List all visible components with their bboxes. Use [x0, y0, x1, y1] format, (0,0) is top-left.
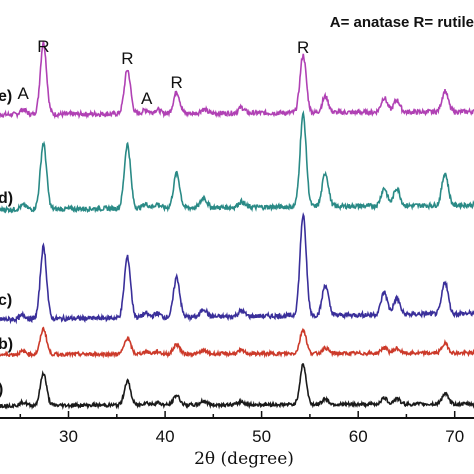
peak-label-3: R: [121, 49, 133, 68]
x-tick-label: 40: [156, 427, 175, 446]
peak-label-2: R: [37, 37, 49, 56]
trace-label-5: ): [0, 381, 3, 398]
peak-label-5: R: [171, 73, 183, 92]
peak-label-4: A: [141, 89, 153, 108]
trace-labels: e) d) c) b)): [0, 88, 13, 398]
phase-legend-note: A= anatase R= rutile: [330, 14, 474, 31]
x-tick-label: 70: [445, 427, 464, 446]
series-line-1: [0, 40, 474, 120]
xrd-traces: [0, 40, 474, 411]
x-tick-label: 30: [59, 427, 78, 446]
series-line-5: [0, 363, 474, 411]
trace-label-2: d): [0, 190, 13, 207]
x-tick-label: 50: [252, 427, 271, 446]
series-line-4: [0, 326, 474, 359]
peak-label-1: A: [18, 84, 30, 103]
x-axis-title: 2θ (degree): [194, 449, 294, 469]
peak-label-6: R: [297, 38, 309, 57]
series-line-3: [0, 212, 474, 325]
trace-label-1: e): [0, 88, 12, 105]
trace-label-4: b): [0, 336, 13, 353]
x-axis-ticks: 30 40 50 60 70: [19, 411, 464, 446]
trace-label-3: c): [0, 292, 12, 309]
x-tick-label: 60: [349, 427, 368, 446]
series-line-2: [0, 110, 474, 214]
